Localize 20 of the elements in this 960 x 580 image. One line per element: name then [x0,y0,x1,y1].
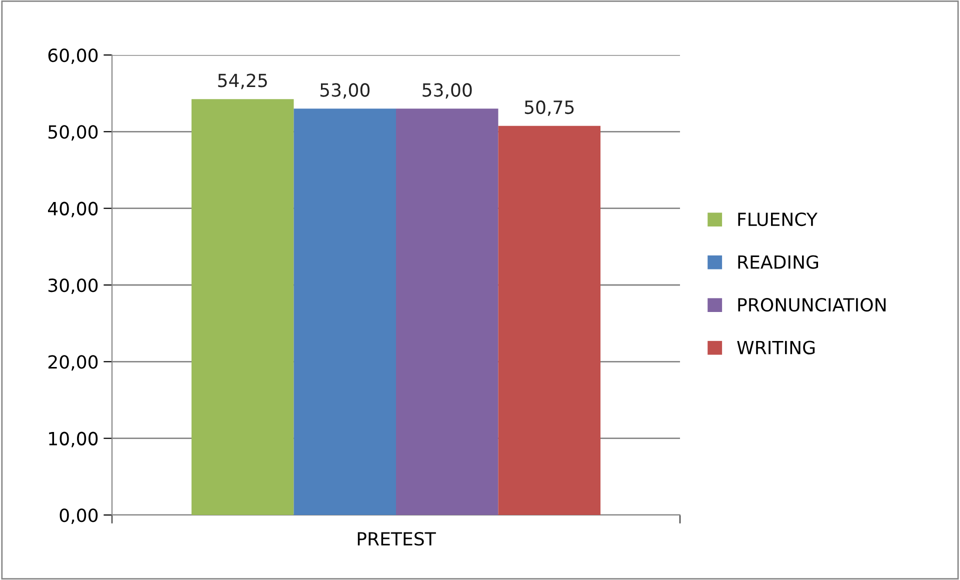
y-tick-label: 0,00 [60,508,98,524]
data-label: 53,00 [320,83,370,99]
y-tick-label: 50,00 [48,125,98,141]
x-tick-label: PRETEST [358,532,436,546]
data-label: 53,00 [422,83,472,99]
y-tick-label: 30,00 [48,278,98,294]
legend-label: READING [738,255,818,269]
data-label: 50,75 [524,100,574,116]
legend-label: FLUENCY [738,212,818,226]
legend-label: WRITING [737,340,815,354]
bar [498,126,600,515]
bar [396,108,498,515]
legend-label: PRONUNCIATION [738,298,886,312]
y-tick-label: 10,00 [49,432,98,448]
y-tick-label: 20,00 [48,355,98,371]
bar [294,108,396,515]
y-tick-label: 40,00 [48,202,98,218]
y-tick-label: 60,00 [48,48,98,64]
bar [192,99,294,515]
data-label: 54,25 [218,74,267,90]
